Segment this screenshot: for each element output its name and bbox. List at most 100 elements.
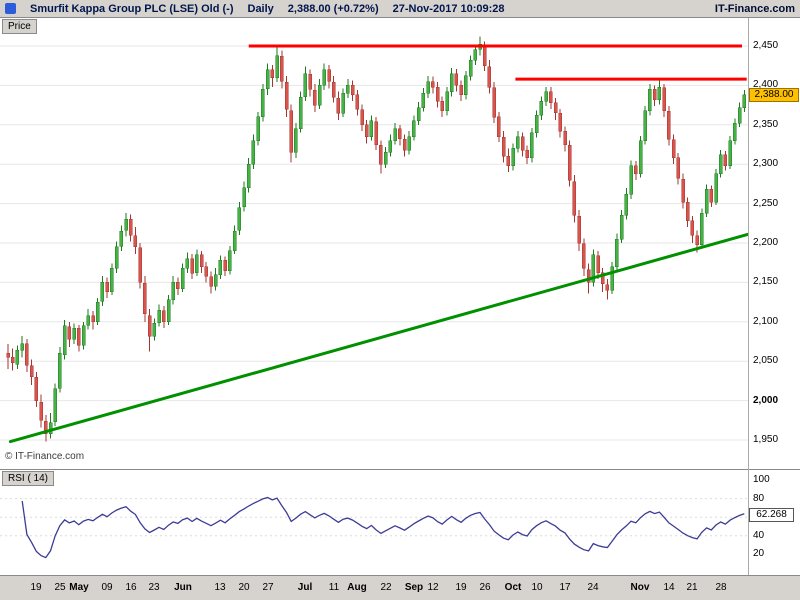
brand-label: IT-Finance.com [714,2,795,15]
candle [119,225,124,251]
candle [350,80,355,102]
candle [501,131,506,163]
time-axis-label: 12 [427,582,439,593]
candle [327,64,331,89]
candle [704,184,709,217]
price-axis-label: 2,250 [753,197,779,209]
candle [34,372,39,407]
candle [185,252,190,273]
candle [341,88,345,117]
candle [610,261,614,295]
candle [105,277,109,299]
time-axis-label: 10 [531,582,543,593]
tab-price-pane[interactable]: Price [2,19,37,34]
candle [742,90,747,113]
rsi-axis-label: 20 [753,548,765,560]
candle [138,243,142,289]
candle [605,279,610,300]
time-axis[interactable]: 19 25 May 09 16 23 Jun 13 20 27 Jul 11 Aug 22 Sep 12 19 2… [0,575,800,600]
candle [204,261,208,283]
candle [671,134,676,165]
candle [398,124,402,146]
support-trendline [8,232,748,444]
candle [449,68,454,97]
time-axis-label: 28 [715,582,727,593]
candle [596,250,600,280]
candle [237,202,242,236]
candle [322,63,326,91]
candle [685,197,690,228]
price-axis-label: 1,950 [753,434,779,445]
candle [407,131,411,155]
candle [426,75,430,98]
time-axis-label: Aug [347,582,367,593]
time-axis-label: 20 [238,582,250,593]
candle [530,128,534,163]
candle [487,60,492,94]
candle [497,112,501,143]
candle [303,66,308,102]
rsi-value-badge: 62.268 [749,508,794,523]
tab-rsi-pane[interactable]: RSI ( 14) [2,471,55,486]
candle [624,187,629,220]
last-price-badge: 2,388.00 [749,87,799,102]
candle [737,102,742,128]
candle [100,276,105,306]
candle [492,82,496,124]
candle [506,148,511,173]
candle [412,115,416,141]
candle [591,249,596,287]
time-axis-label: May [69,582,89,593]
candle [147,309,152,352]
price-axis-label: 2,050 [753,355,779,367]
candle [709,185,714,207]
app-logo-icon [5,3,16,14]
candle [718,150,723,178]
candle [676,153,680,185]
candle [190,254,194,280]
title-bar: Smurfit Kappa Group PLC (LSE) Old (-) Da… [0,0,800,18]
time-axis-label: 13 [214,582,226,593]
price-gridlines [0,45,748,441]
time-axis-label: Jul [297,582,313,593]
instrument-title: Smurfit Kappa Group PLC (LSE) Old (-) [30,2,234,15]
candle [10,348,15,371]
pane-splitter[interactable] [0,469,800,470]
price-axis[interactable]: 2,450 2,400 2,350 2,300 2,250 2,200 2,150 2,100… [748,0,800,575]
candle [572,175,577,223]
candle [143,276,147,322]
candle [582,238,586,277]
candle [421,87,426,112]
candle [199,250,204,273]
candle [662,83,666,117]
candle [275,46,279,83]
price-chart-canvas[interactable] [0,18,748,466]
candle [81,321,86,350]
candle [176,277,180,295]
candle [308,69,312,97]
candle [261,83,265,122]
candle [15,345,20,370]
candle [25,339,29,373]
candle [567,140,572,187]
time-axis-label: 23 [148,582,160,593]
candle [20,336,24,358]
candle [388,134,393,157]
candle [91,310,95,330]
candle [374,116,378,150]
candle [690,216,695,243]
price-axis-label: 2,450 [753,40,779,51]
rsi-chart-canvas[interactable] [0,472,748,575]
time-axis-label: 17 [559,582,571,593]
candle [77,325,81,352]
candle [681,173,685,209]
price-axis-separator [748,18,749,575]
candle [218,255,223,280]
candle [355,90,360,116]
candle [29,359,34,385]
candle [667,105,671,146]
candle [195,249,199,277]
quote-datetime: 27-Nov-2017 10:09:28 [392,2,505,15]
candle [700,208,704,248]
